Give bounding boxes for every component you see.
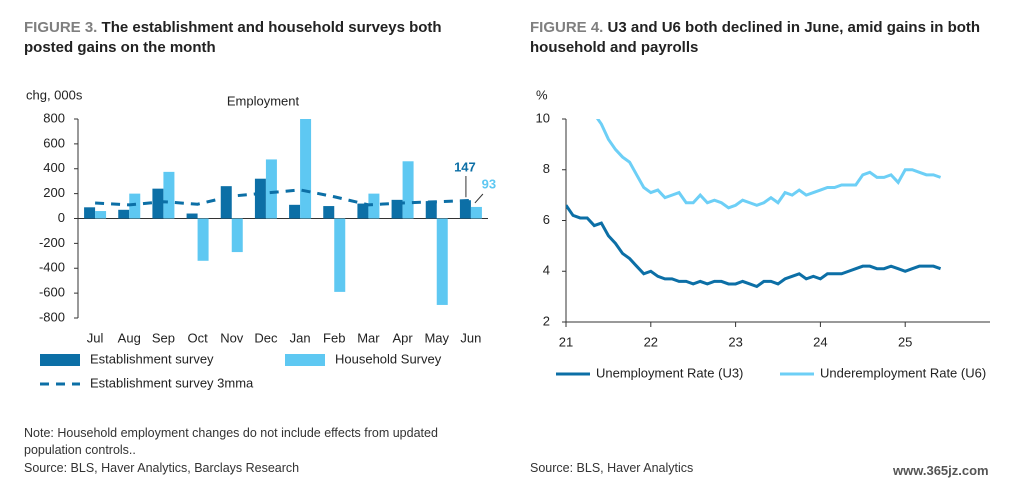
bar bbox=[425, 201, 437, 219]
x-tick-label: 23 bbox=[728, 334, 742, 349]
y-tick-label: -400 bbox=[39, 260, 65, 275]
bar bbox=[84, 207, 96, 219]
x-tick-label: Dec bbox=[254, 330, 278, 345]
bar bbox=[334, 218, 346, 292]
figure-3-title: FIGURE 3. The establishment and househol… bbox=[24, 18, 494, 58]
line-series bbox=[566, 204, 942, 289]
y-tick-label: -800 bbox=[39, 309, 65, 324]
x-tick-label: Feb bbox=[323, 330, 345, 345]
y-tick-label: -600 bbox=[39, 285, 65, 300]
legend-label: Household Survey bbox=[335, 351, 442, 366]
figure-label: FIGURE 4. bbox=[530, 19, 604, 36]
title-text: The establishment and household surveys … bbox=[24, 19, 442, 56]
line-series bbox=[595, 119, 942, 210]
bar bbox=[197, 218, 209, 261]
y-tick-label: 10 bbox=[536, 110, 550, 125]
legend-swatch bbox=[40, 354, 80, 366]
chart-subtitle: Employment bbox=[227, 93, 300, 108]
bar bbox=[220, 186, 232, 219]
bar bbox=[402, 161, 414, 219]
x-tick-label: Apr bbox=[392, 330, 413, 345]
y-tick-label: 6 bbox=[543, 212, 550, 227]
bar bbox=[118, 209, 130, 219]
figure-4-title: FIGURE 4. U3 and U6 both declined in Jun… bbox=[530, 18, 990, 58]
x-tick-label: Jan bbox=[290, 330, 311, 345]
bar bbox=[289, 204, 301, 219]
title-text: U3 and U6 both declined in June, amid ga… bbox=[530, 19, 981, 56]
x-tick-label: 22 bbox=[644, 334, 658, 349]
leader bbox=[474, 193, 484, 204]
bar bbox=[470, 206, 482, 219]
x-tick-label: Nov bbox=[220, 330, 244, 345]
x-tick-label: 25 bbox=[898, 334, 912, 349]
y-tick-label: -200 bbox=[39, 235, 65, 250]
source: Source: BLS, Haver Analytics bbox=[530, 461, 694, 475]
bar bbox=[163, 171, 175, 219]
y-tick-label: 600 bbox=[43, 135, 65, 150]
bar bbox=[357, 203, 369, 219]
source: Source: BLS, Haver Analytics, Barclays R… bbox=[24, 461, 300, 475]
bar bbox=[95, 211, 107, 219]
legend-label: Establishment survey bbox=[90, 351, 214, 366]
y-tick-label: 400 bbox=[43, 160, 65, 175]
bar bbox=[254, 178, 266, 219]
x-tick-label: Mar bbox=[357, 330, 380, 345]
bar bbox=[391, 199, 403, 219]
x-tick-label: 24 bbox=[813, 334, 827, 349]
legend-swatch bbox=[285, 354, 325, 366]
figure-label: FIGURE 3. bbox=[24, 19, 98, 36]
bar bbox=[231, 218, 243, 253]
y-tick-label: 2 bbox=[543, 313, 550, 328]
bar bbox=[129, 193, 141, 219]
note: Note: Household employment changes do no… bbox=[24, 426, 438, 457]
y-tick-label: 200 bbox=[43, 185, 65, 200]
bar bbox=[186, 213, 198, 219]
bar bbox=[436, 218, 448, 305]
line-series bbox=[95, 188, 471, 207]
bar bbox=[152, 188, 164, 219]
y-tick-label: 0 bbox=[58, 210, 65, 225]
x-tick-label: Sep bbox=[152, 330, 175, 345]
bar bbox=[368, 193, 380, 219]
x-tick-label: May bbox=[424, 330, 449, 345]
y-tick-label: 800 bbox=[43, 110, 65, 125]
bar bbox=[300, 119, 312, 219]
x-tick-label: Jun bbox=[460, 330, 481, 345]
x-tick-label: 21 bbox=[559, 334, 573, 349]
x-tick-label: Oct bbox=[187, 330, 208, 345]
watermark: www.365jz.com bbox=[893, 463, 989, 478]
y-tick-label: 8 bbox=[543, 161, 550, 176]
legend-label: Underemployment Rate (U6) bbox=[820, 365, 986, 380]
bar bbox=[323, 206, 335, 219]
y-tick-label: 4 bbox=[543, 263, 550, 278]
y-axis-label: % bbox=[536, 87, 548, 102]
bar bbox=[459, 200, 471, 219]
x-tick-label: Aug bbox=[118, 330, 141, 345]
data-label: 93 bbox=[482, 176, 496, 191]
legend-label: Establishment survey 3mma bbox=[90, 375, 254, 390]
legend-label: Unemployment Rate (U3) bbox=[596, 365, 743, 380]
y-axis-label: chg, 000s bbox=[26, 87, 83, 102]
data-label: 147 bbox=[454, 159, 476, 174]
bar bbox=[265, 159, 277, 219]
x-tick-label: Jul bbox=[87, 330, 104, 345]
plot-area bbox=[566, 119, 942, 289]
